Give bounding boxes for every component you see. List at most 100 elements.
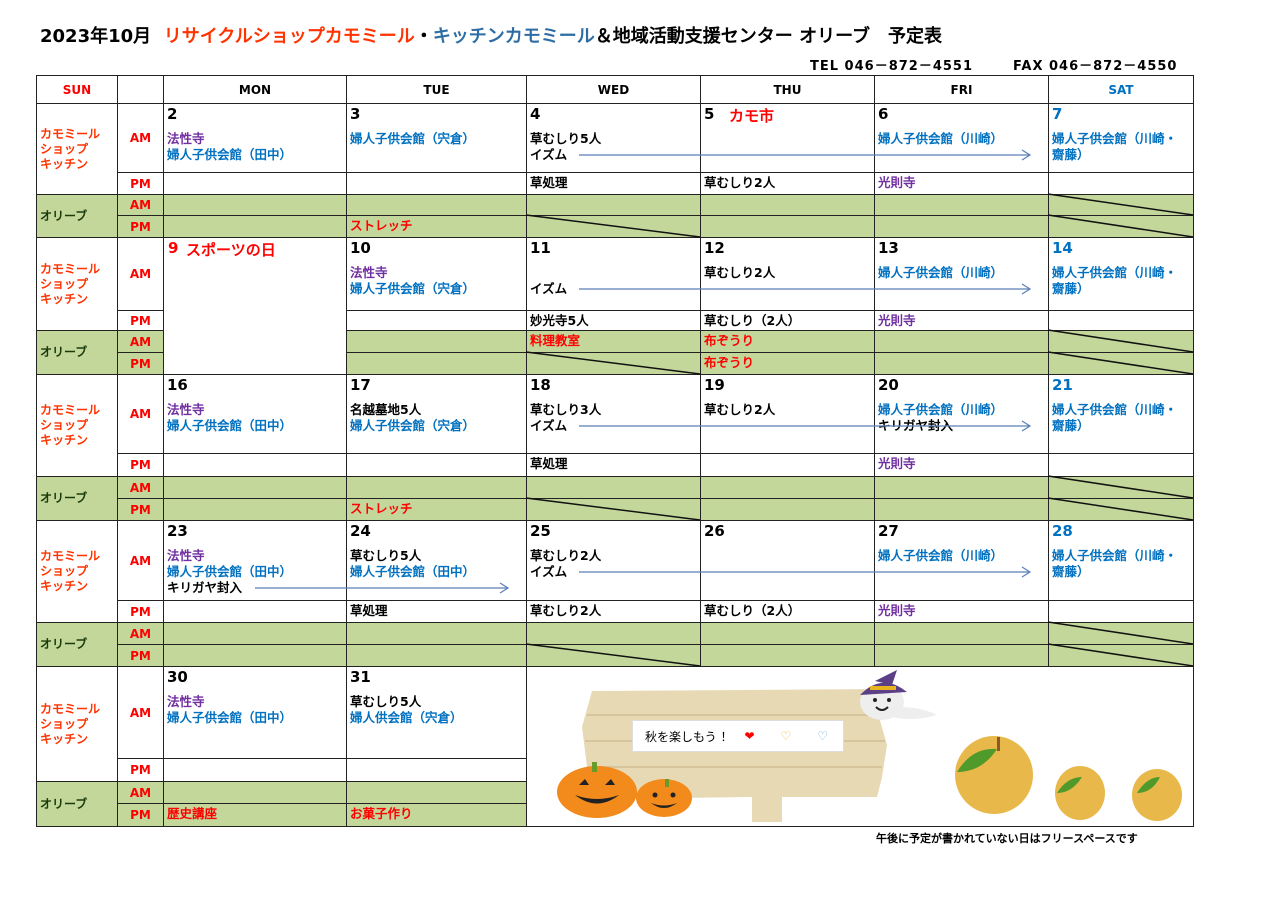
event: 法性寺 bbox=[350, 265, 388, 280]
event: ストレッチ bbox=[350, 501, 413, 516]
event: キリガヤ封入 bbox=[878, 418, 954, 433]
event: 齋藤） bbox=[1052, 418, 1090, 433]
event: 草むしり5人 bbox=[350, 548, 422, 563]
day-number: 21 bbox=[1052, 376, 1073, 394]
row-label-am: AM bbox=[117, 237, 164, 311]
row-label-pm: PM bbox=[117, 310, 164, 331]
event: 婦人子供会館（川崎・ bbox=[1052, 131, 1178, 146]
header-thu: THU bbox=[700, 75, 875, 104]
day-number: 7 bbox=[1052, 105, 1063, 123]
event: 料理教室 bbox=[530, 333, 581, 348]
fax-number: FAX 046－872－4550 bbox=[1013, 59, 1178, 74]
header-sun: SUN bbox=[36, 75, 118, 104]
olive-cell-2-pm bbox=[163, 215, 347, 238]
event: 婦人子供会館（川崎・ bbox=[1052, 548, 1178, 563]
row-label-am: AM bbox=[117, 622, 164, 645]
olive-cell-20-pm bbox=[874, 498, 1049, 521]
row-label-am: AM bbox=[117, 103, 164, 173]
olive-cell-12-am: 布ぞうり bbox=[700, 330, 875, 353]
day-number: 16 bbox=[167, 376, 188, 394]
olive-cell-31-am bbox=[346, 781, 527, 804]
header-mon: MON bbox=[163, 75, 347, 104]
row-label-pm: PM bbox=[117, 758, 164, 782]
day-cell-31-pm bbox=[346, 758, 527, 782]
row-label-pm: PM bbox=[117, 498, 164, 521]
day-cell-17-am: 17 名越墓地5人 婦人子供会館（宍倉） bbox=[346, 374, 527, 454]
event: 婦人子供会館（川崎） bbox=[878, 402, 1004, 417]
day-cell-14-pm bbox=[1048, 310, 1194, 331]
pumpkin-icon bbox=[557, 762, 692, 818]
day-cell-27-am: 27 婦人子供会館（川崎） bbox=[874, 520, 1049, 601]
row-label-am: AM bbox=[117, 666, 164, 759]
day-number: 20 bbox=[878, 376, 899, 394]
olive-cell-13-pm bbox=[874, 352, 1049, 375]
event: イズム bbox=[530, 147, 568, 162]
row-label-pm: PM bbox=[117, 352, 164, 375]
olive-cell-18-pm bbox=[526, 498, 701, 521]
day-cell-7-am: 7 婦人子供会館（川崎・ 齋藤） bbox=[1048, 103, 1194, 173]
event: 光則寺 bbox=[878, 456, 916, 471]
day-number: 23 bbox=[167, 522, 188, 540]
day-cell-2-am: 2 法性寺 婦人子供会館（田中） bbox=[163, 103, 347, 173]
blue-heart-icon: ♡ bbox=[817, 729, 829, 743]
event: 婦人子供会館（宍倉） bbox=[350, 418, 476, 433]
day-cell-23-am: 23 法性寺 婦人子供会館（田中） キリガヤ封入 bbox=[163, 520, 347, 601]
day-cell-6-pm: 光則寺 bbox=[874, 172, 1049, 195]
event: 草むしり（2人） bbox=[704, 313, 801, 328]
row-label-olive: オリーブ bbox=[36, 622, 118, 667]
day-cell-12-am: 12 草むしり2人 bbox=[700, 237, 875, 311]
day-cell-14-am: 14 婦人子供会館（川崎・ 齋藤） bbox=[1048, 237, 1194, 311]
row-label-pm: PM bbox=[117, 215, 164, 238]
day-number: 17 bbox=[350, 376, 371, 394]
olive-cell-4-pm bbox=[526, 215, 701, 238]
event: ストレッチ bbox=[350, 218, 413, 233]
event: イズム bbox=[530, 564, 568, 579]
day-cell-28-am: 28 婦人子供会館（川崎・ 齋藤） bbox=[1048, 520, 1194, 601]
sign-message-box: 秋を楽しもう ！ ❤ ♡ ♡ bbox=[632, 720, 844, 752]
olive-cell-7-am bbox=[1048, 194, 1194, 216]
day-cell-24-pm: 草処理 bbox=[346, 600, 527, 623]
olive-cell-25-am bbox=[526, 622, 701, 645]
row-label-kamomile: カモミール ショップ キッチン bbox=[36, 103, 118, 195]
day-cell-21-pm bbox=[1048, 453, 1194, 477]
event: 婦人子供会館（川崎・ bbox=[1052, 265, 1178, 280]
day-number: 5 bbox=[704, 105, 715, 123]
title-separator: ・ bbox=[414, 26, 433, 47]
olive-cell-12-pm: 布ぞうり bbox=[700, 352, 875, 375]
olive-cell-3-pm: ストレッチ bbox=[346, 215, 527, 238]
day-number: 26 bbox=[704, 522, 725, 540]
row-label-olive: オリーブ bbox=[36, 781, 118, 827]
row-label-am: AM bbox=[117, 330, 164, 353]
olive-cell-4-am bbox=[526, 194, 701, 216]
olive-cell-5-am bbox=[700, 194, 875, 216]
page-title: 2023年10月 リサイクルショップカモミール・キッチンカモミール＆地域活動支援… bbox=[40, 22, 942, 48]
event: 婦人子供会館（田中） bbox=[167, 418, 293, 433]
olive-cell-7-pm bbox=[1048, 215, 1194, 238]
event: 婦人子供会館（宍倉） bbox=[350, 281, 476, 296]
day-number: 3 bbox=[350, 105, 361, 123]
sign-text: 秋を楽しもう ！ bbox=[645, 729, 733, 744]
olive-cell-24-am bbox=[346, 622, 527, 645]
event: キリガヤ封入 bbox=[167, 580, 243, 595]
yellow-heart-icon: ♡ bbox=[780, 729, 792, 743]
day-number: 6 bbox=[878, 105, 889, 123]
olive-cell-16-am bbox=[163, 476, 347, 499]
header-blank bbox=[117, 75, 164, 104]
header-tue: TUE bbox=[346, 75, 527, 104]
row-label-am: AM bbox=[117, 374, 164, 454]
row-label-am: AM bbox=[117, 520, 164, 601]
olive-cell-30-pm: 歴史講座 bbox=[163, 803, 347, 827]
olive-cell-5-pm bbox=[700, 215, 875, 238]
day-cell-19-pm bbox=[700, 453, 875, 477]
olive-cell-6-am bbox=[874, 194, 1049, 216]
row-label-am: AM bbox=[117, 781, 164, 804]
day-number: 4 bbox=[530, 105, 541, 123]
day-cell-31-am: 31 草むしり5人 婦人供会館（宍倉） bbox=[346, 666, 527, 759]
row-label-olive: オリーブ bbox=[36, 476, 118, 521]
event: 光則寺 bbox=[878, 603, 916, 618]
event: 草むしり5人 bbox=[350, 694, 422, 709]
event: 草むしり2人 bbox=[704, 175, 776, 190]
holiday-label: カモ市 bbox=[729, 107, 775, 125]
olive-cell-16-pm bbox=[163, 498, 347, 521]
day-cell-5-pm: 草むしり2人 bbox=[700, 172, 875, 195]
